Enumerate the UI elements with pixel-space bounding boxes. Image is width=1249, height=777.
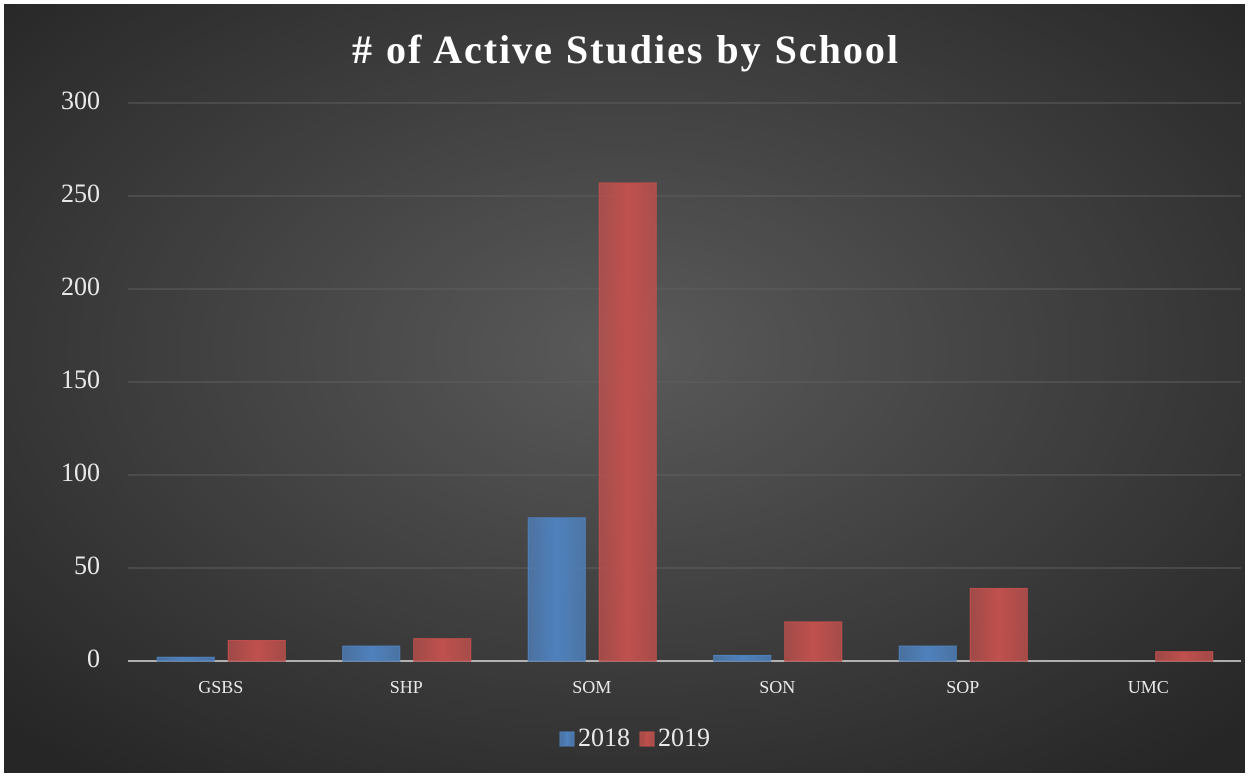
bar <box>342 645 401 662</box>
y-tick-label: 200 <box>61 272 100 301</box>
bar <box>784 621 843 662</box>
y-tick-label: 300 <box>61 86 100 115</box>
x-tick-label: SOP <box>946 677 979 697</box>
legend-swatch <box>639 731 655 747</box>
x-tick-label: SOM <box>572 677 611 697</box>
bar <box>156 656 215 662</box>
y-tick-label: 150 <box>61 365 100 394</box>
y-tick-label: 50 <box>74 551 100 580</box>
y-tick-label: 100 <box>61 458 100 487</box>
chart-title: # of Active Studies by School <box>352 27 900 72</box>
y-tick-label: 0 <box>87 644 100 673</box>
legend-swatch <box>559 731 575 747</box>
x-tick-label: GSBS <box>198 677 243 697</box>
bar <box>969 587 1028 662</box>
bar <box>713 654 772 662</box>
bar <box>1155 651 1214 662</box>
legend-label: 2019 <box>658 723 710 752</box>
bar <box>527 517 586 662</box>
bar <box>227 640 286 662</box>
x-tick-label: SHP <box>390 677 423 697</box>
x-tick-label: SON <box>759 677 795 697</box>
legend-label: 2018 <box>578 723 630 752</box>
bar <box>413 638 472 662</box>
bar <box>598 182 657 662</box>
y-tick-label: 250 <box>61 179 100 208</box>
bar <box>898 645 957 662</box>
x-tick-label: UMC <box>1128 677 1169 697</box>
